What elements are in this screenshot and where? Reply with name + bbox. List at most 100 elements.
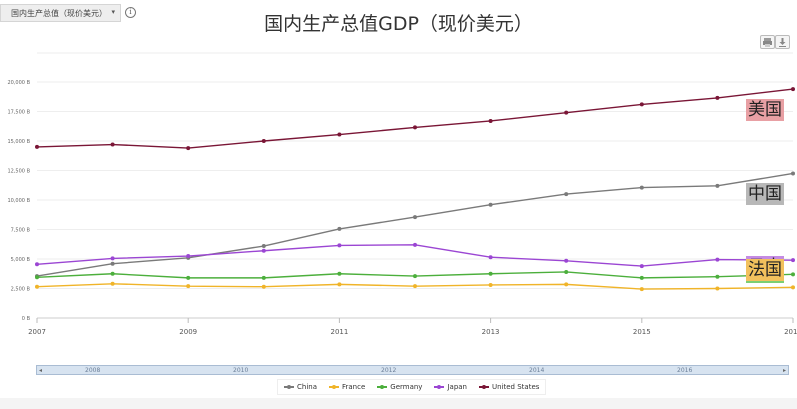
legend-swatch — [377, 385, 388, 389]
x-tick-label: 2013 — [482, 328, 500, 336]
legend-item[interactable]: United States — [479, 383, 539, 391]
data-point[interactable] — [35, 144, 39, 149]
data-point[interactable] — [791, 87, 795, 92]
navigator-label: 2008 — [85, 367, 101, 374]
legend-item[interactable]: Germany — [377, 383, 422, 391]
data-point[interactable] — [791, 258, 795, 263]
legend-swatch — [329, 385, 339, 389]
data-point[interactable] — [564, 110, 569, 115]
indicator-select[interactable]: 国内生产总值（现价美元） ▾ — [0, 4, 121, 22]
x-tick-label: 2009 — [179, 328, 197, 336]
data-point[interactable] — [35, 262, 39, 267]
navigator-label: 2012 — [381, 367, 397, 374]
y-tick-label: 2,500 B — [11, 287, 31, 293]
legend-label: United States — [492, 383, 540, 391]
x-tick-label: 2017 — [784, 328, 797, 336]
country-label: 中国 — [746, 183, 784, 206]
legend-item[interactable]: Japan — [434, 383, 467, 391]
data-point[interactable] — [715, 274, 720, 279]
y-tick-label: 15,000 B — [7, 139, 30, 145]
indicator-select-value: 国内生产总值（现价美元） — [11, 8, 107, 18]
y-tick-label: 17,500 B — [7, 110, 30, 116]
data-point[interactable] — [715, 95, 720, 100]
data-point[interactable] — [35, 284, 39, 289]
gdp-line-chart: 0 B 2,500 B 5,000 B 7,500 B 10,000 B 12,500 B… — [7, 52, 797, 336]
nav-left-icon[interactable]: ◂ — [39, 367, 43, 374]
data-point[interactable] — [791, 171, 795, 176]
data-point[interactable] — [110, 281, 115, 286]
data-point[interactable] — [639, 102, 644, 107]
data-point[interactable] — [488, 255, 493, 260]
legend-label: Germany — [390, 383, 423, 391]
download-icon[interactable] — [775, 35, 790, 49]
data-point[interactable] — [715, 286, 720, 291]
y-tick-label: 5,000 B — [11, 257, 31, 263]
chart-legend: China France Germany Japan United States — [277, 379, 547, 395]
chevron-down-icon: ▾ — [111, 8, 115, 16]
data-point[interactable] — [337, 132, 342, 137]
data-point[interactable] — [488, 282, 493, 287]
data-point[interactable] — [791, 285, 795, 290]
country-label: 法国 — [746, 259, 784, 282]
y-tick-label: 10,000 B — [7, 198, 30, 204]
x-tick-label: 2007 — [28, 328, 46, 336]
data-point[interactable] — [35, 275, 39, 280]
data-point[interactable] — [715, 257, 720, 262]
y-tick-label: 0 B — [22, 316, 31, 322]
legend-swatch — [284, 385, 294, 389]
data-point[interactable] — [639, 287, 644, 292]
range-navigator[interactable]: ◂ 2008 2010 2012 2014 2016 ▸ — [36, 365, 789, 375]
legend-item[interactable]: France — [329, 383, 365, 391]
y-tick-label: 20,000 B — [7, 80, 30, 86]
data-point[interactable] — [639, 185, 644, 190]
data-point[interactable] — [791, 272, 795, 277]
series-line-china — [36, 172, 794, 277]
data-point[interactable] — [186, 284, 191, 289]
y-tick-label: 7,500 B — [11, 228, 31, 234]
data-point[interactable] — [261, 248, 266, 253]
data-point[interactable] — [337, 226, 342, 231]
y-tick-label: 12,500 B — [7, 169, 30, 175]
data-point[interactable] — [337, 282, 342, 287]
x-tick-label: 2015 — [633, 328, 651, 336]
data-point[interactable] — [639, 264, 644, 269]
data-point[interactable] — [564, 258, 569, 263]
info-icon[interactable]: i — [125, 7, 136, 18]
print-icon[interactable] — [760, 35, 775, 49]
data-point[interactable] — [337, 271, 342, 276]
data-point[interactable] — [639, 275, 644, 280]
data-point[interactable] — [413, 284, 417, 289]
data-point[interactable] — [564, 192, 569, 197]
data-point[interactable] — [564, 282, 569, 287]
data-point[interactable] — [186, 254, 191, 259]
nav-right-icon[interactable]: ▸ — [782, 367, 786, 374]
data-point[interactable] — [564, 269, 569, 274]
data-point[interactable] — [715, 183, 720, 188]
data-point[interactable] — [110, 142, 115, 147]
data-point[interactable] — [186, 146, 191, 151]
data-point[interactable] — [110, 261, 115, 266]
data-point[interactable] — [186, 275, 191, 280]
data-point[interactable] — [488, 118, 493, 123]
data-point[interactable] — [413, 125, 417, 130]
data-point[interactable] — [261, 139, 266, 143]
legend-label: China — [297, 383, 317, 391]
data-point[interactable] — [261, 284, 266, 289]
series-line-japan — [36, 244, 794, 267]
data-point[interactable] — [110, 271, 115, 276]
data-point[interactable] — [488, 271, 493, 276]
data-point[interactable] — [413, 242, 417, 247]
data-point[interactable] — [110, 256, 115, 261]
legend-item[interactable]: China — [284, 383, 317, 391]
data-point[interactable] — [413, 274, 417, 279]
data-point[interactable] — [337, 243, 342, 248]
bottom-toolbar — [0, 398, 797, 409]
data-point[interactable] — [261, 244, 266, 249]
legend-label: Japan — [447, 383, 467, 391]
data-point[interactable] — [488, 202, 493, 207]
data-point[interactable] — [261, 275, 266, 280]
navigator-label: 2014 — [529, 367, 545, 374]
legend-label: France — [342, 383, 366, 391]
data-point[interactable] — [413, 215, 417, 220]
legend-swatch — [434, 385, 445, 389]
